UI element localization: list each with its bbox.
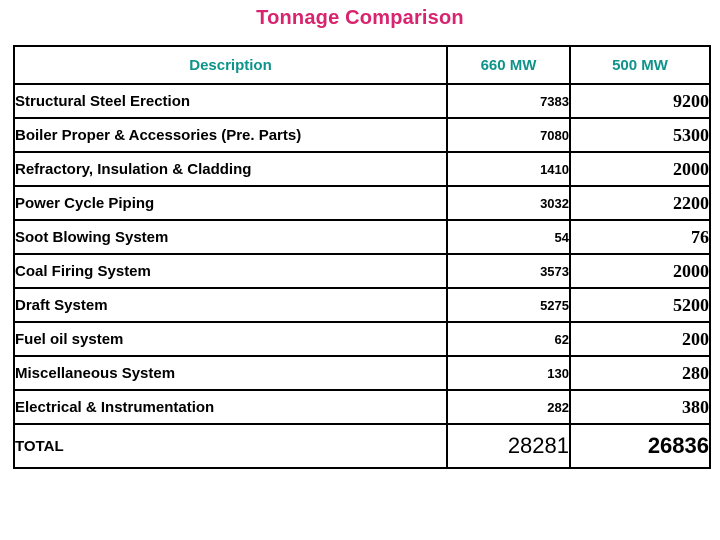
table-row: Miscellaneous System 130 280 bbox=[13, 355, 711, 391]
tonnage-660mw-cell: 1410 bbox=[446, 151, 571, 187]
tonnage-500mw-cell: 2000 bbox=[569, 151, 711, 187]
total-row: TOTAL 28281 26836 bbox=[13, 423, 711, 469]
description-cell: Electrical & Instrumentation bbox=[13, 389, 448, 425]
tonnage-660mw-cell: 130 bbox=[446, 355, 571, 391]
table-row: Fuel oil system 62 200 bbox=[13, 321, 711, 357]
tonnage-660mw-cell: 62 bbox=[446, 321, 571, 357]
tonnage-500mw-cell: 9200 bbox=[569, 83, 711, 119]
description-cell: Fuel oil system bbox=[13, 321, 448, 357]
table-row: Coal Firing System 3573 2000 bbox=[13, 253, 711, 289]
column-header-500mw: 500 MW bbox=[569, 45, 711, 85]
table-row: Soot Blowing System 54 76 bbox=[13, 219, 711, 255]
total-label-cell: TOTAL bbox=[13, 423, 448, 469]
tonnage-500mw-cell: 200 bbox=[569, 321, 711, 357]
description-cell: Boiler Proper & Accessories (Pre. Parts) bbox=[13, 117, 448, 153]
tonnage-500mw-cell: 2000 bbox=[569, 253, 711, 289]
tonnage-660mw-cell: 54 bbox=[446, 219, 571, 255]
table-row: Structural Steel Erection 7383 9200 bbox=[13, 83, 711, 119]
tonnage-660mw-cell: 7383 bbox=[446, 83, 571, 119]
table-row: Draft System 5275 5200 bbox=[13, 287, 711, 323]
table-row: Boiler Proper & Accessories (Pre. Parts)… bbox=[13, 117, 711, 153]
total-500mw-cell: 26836 bbox=[569, 423, 711, 469]
table-row: Refractory, Insulation & Cladding 1410 200… bbox=[13, 151, 711, 187]
description-cell: Miscellaneous System bbox=[13, 355, 448, 391]
tonnage-500mw-cell: 2200 bbox=[569, 185, 711, 221]
table-header-row: Description 660 MW 500 MW bbox=[13, 45, 711, 85]
description-cell: Soot Blowing System bbox=[13, 219, 448, 255]
tonnage-660mw-cell: 3032 bbox=[446, 185, 571, 221]
tonnage-500mw-cell: 5300 bbox=[569, 117, 711, 153]
table-body: Structural Steel Erection 7383 9200 Boiler … bbox=[13, 83, 711, 425]
table-row: Electrical & Instrumentation 282 380 bbox=[13, 389, 711, 425]
description-cell: Refractory, Insulation & Cladding bbox=[13, 151, 448, 187]
tonnage-660mw-cell: 5275 bbox=[446, 287, 571, 323]
description-cell: Coal Firing System bbox=[13, 253, 448, 289]
column-header-description: Description bbox=[13, 45, 448, 85]
tonnage-500mw-cell: 5200 bbox=[569, 287, 711, 323]
tonnage-comparison-table: Description 660 MW 500 MW Structural Ste… bbox=[13, 45, 711, 469]
tonnage-660mw-cell: 7080 bbox=[446, 117, 571, 153]
tonnage-660mw-cell: 3573 bbox=[446, 253, 571, 289]
table-footer: TOTAL 28281 26836 bbox=[13, 423, 711, 469]
table-row: Power Cycle Piping 3032 2200 bbox=[13, 185, 711, 221]
tonnage-500mw-cell: 76 bbox=[569, 219, 711, 255]
description-cell: Power Cycle Piping bbox=[13, 185, 448, 221]
column-header-660mw: 660 MW bbox=[446, 45, 571, 85]
description-cell: Structural Steel Erection bbox=[13, 83, 448, 119]
tonnage-660mw-cell: 282 bbox=[446, 389, 571, 425]
total-660mw-cell: 28281 bbox=[446, 423, 571, 469]
tonnage-500mw-cell: 380 bbox=[569, 389, 711, 425]
description-cell: Draft System bbox=[13, 287, 448, 323]
tonnage-500mw-cell: 280 bbox=[569, 355, 711, 391]
page-title: Tonnage Comparison bbox=[256, 7, 464, 29]
